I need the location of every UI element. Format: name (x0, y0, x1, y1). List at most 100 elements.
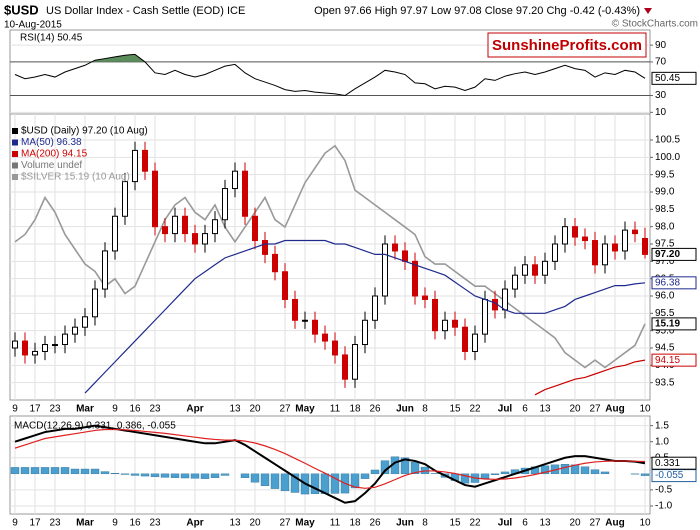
brand-box (487, 32, 647, 58)
quote: Open 97.66 High 97.97 Low 97.08 Close 97… (314, 5, 640, 17)
histogram-bar (590, 469, 600, 475)
y-tick-label: 30 (655, 90, 667, 101)
candle-body (202, 233, 208, 245)
x-tick-label: 20 (569, 518, 581, 529)
candle-body (362, 319, 368, 346)
y-tick-label: 96.0 (655, 291, 675, 302)
x-tick-label: Apr (186, 518, 203, 529)
ma-line (534, 359, 646, 396)
candle-body (112, 215, 118, 252)
candle-body (152, 170, 158, 228)
x-tick-label: 6 (522, 404, 528, 415)
x-tick-label: 26 (369, 518, 381, 529)
y-tick-label: 98.5 (655, 204, 675, 215)
y-tick-label: 70 (655, 57, 667, 68)
histogram-bar (580, 466, 590, 475)
x-tick-label: 27 (279, 404, 291, 415)
histogram-bar (120, 473, 130, 475)
candle-body (52, 344, 58, 347)
candle-body (642, 237, 648, 255)
value-tag: 97.20 (655, 249, 680, 260)
candle-body (282, 271, 288, 300)
candle-body (402, 250, 408, 262)
y-tick-label: 95.5 (655, 308, 675, 319)
histogram-bar (290, 473, 300, 493)
value-tag: 0.331 (655, 458, 680, 469)
histogram-bar (490, 473, 500, 475)
y-tick-label: 93.5 (655, 377, 675, 388)
candle-body (252, 215, 258, 242)
histogram-bar (60, 467, 70, 475)
x-tick-label: Jul (498, 404, 513, 415)
candle-body (132, 149, 138, 183)
value-tag-box (651, 276, 697, 290)
candle-body (272, 253, 278, 273)
x-tick-label: 9 (12, 404, 18, 415)
candle-body (22, 340, 28, 356)
candle-body (632, 229, 638, 235)
candle-body (162, 226, 168, 235)
candle-body (542, 260, 548, 276)
y-tick-label: 99.0 (655, 187, 675, 198)
candle-body (472, 333, 478, 352)
value-tag-box (651, 247, 697, 261)
legend-swatch (12, 139, 18, 146)
x-tick-label: 20 (249, 404, 261, 415)
x-tick-label: 18 (349, 518, 361, 529)
candle-body (572, 226, 578, 238)
instrument-name: US Dollar Index - Cash Settle (EOD) ICE (46, 5, 245, 17)
x-tick-label: 15 (449, 404, 461, 415)
x-tick-label: 27 (589, 518, 601, 529)
x-tick-label: Apr (186, 404, 203, 415)
histogram-bar (560, 463, 570, 475)
x-tick-label: 26 (369, 404, 381, 415)
x-tick-label: 10 (639, 518, 651, 529)
x-tick-label: 13 (229, 404, 241, 415)
candle-body (212, 219, 218, 235)
histogram-bar (110, 472, 120, 475)
histogram-bar (160, 473, 170, 478)
histogram-bar (20, 467, 30, 475)
value-tag-box (651, 353, 697, 367)
candle-body (72, 326, 78, 335)
candle-body (552, 243, 558, 262)
value-tag-box (651, 71, 697, 85)
candle-body (592, 240, 598, 266)
histogram-bar (210, 473, 220, 478)
histogram-bar (240, 473, 250, 478)
histogram-bar (460, 473, 470, 484)
candle-body (242, 170, 248, 217)
histogram-bar (270, 473, 280, 489)
brand: SunshineProfits.com (492, 37, 642, 54)
candle-body (42, 344, 48, 352)
y-tick-label: 10 (655, 107, 667, 118)
value-tag: 15.19 (655, 319, 680, 330)
histogram-bar (600, 471, 610, 475)
x-tick-label: 23 (149, 518, 161, 529)
y-tick-label: -1.0 (655, 501, 673, 512)
value-tag-box (651, 317, 697, 331)
histogram-bar (350, 473, 360, 489)
x-tick-label: 11 (330, 518, 341, 529)
histogram-bar (80, 468, 90, 475)
x-tick-label: 9 (112, 404, 118, 415)
overlay-line (14, 144, 646, 369)
candle-body (392, 243, 398, 252)
histogram-bar (480, 473, 490, 479)
watermark: © StockCharts.com (612, 19, 698, 30)
candle-body (302, 319, 308, 322)
histogram-bar (140, 473, 150, 477)
histogram-bar (190, 473, 200, 479)
candle-body (522, 264, 528, 276)
histogram-bar (40, 467, 50, 475)
histogram-bar (640, 473, 650, 476)
candle-body (412, 260, 418, 297)
macd-title: MACD(12,26,9) 0.331, 0.386, -0.055 (14, 421, 176, 432)
histogram-bar (260, 473, 270, 486)
chart-date: 10-Aug-2015 (4, 20, 62, 31)
candle-body (382, 243, 388, 297)
candle-body (92, 288, 98, 318)
candle-body (122, 181, 128, 217)
histogram-bar (310, 473, 320, 494)
value-tag: 94.15 (655, 355, 680, 366)
